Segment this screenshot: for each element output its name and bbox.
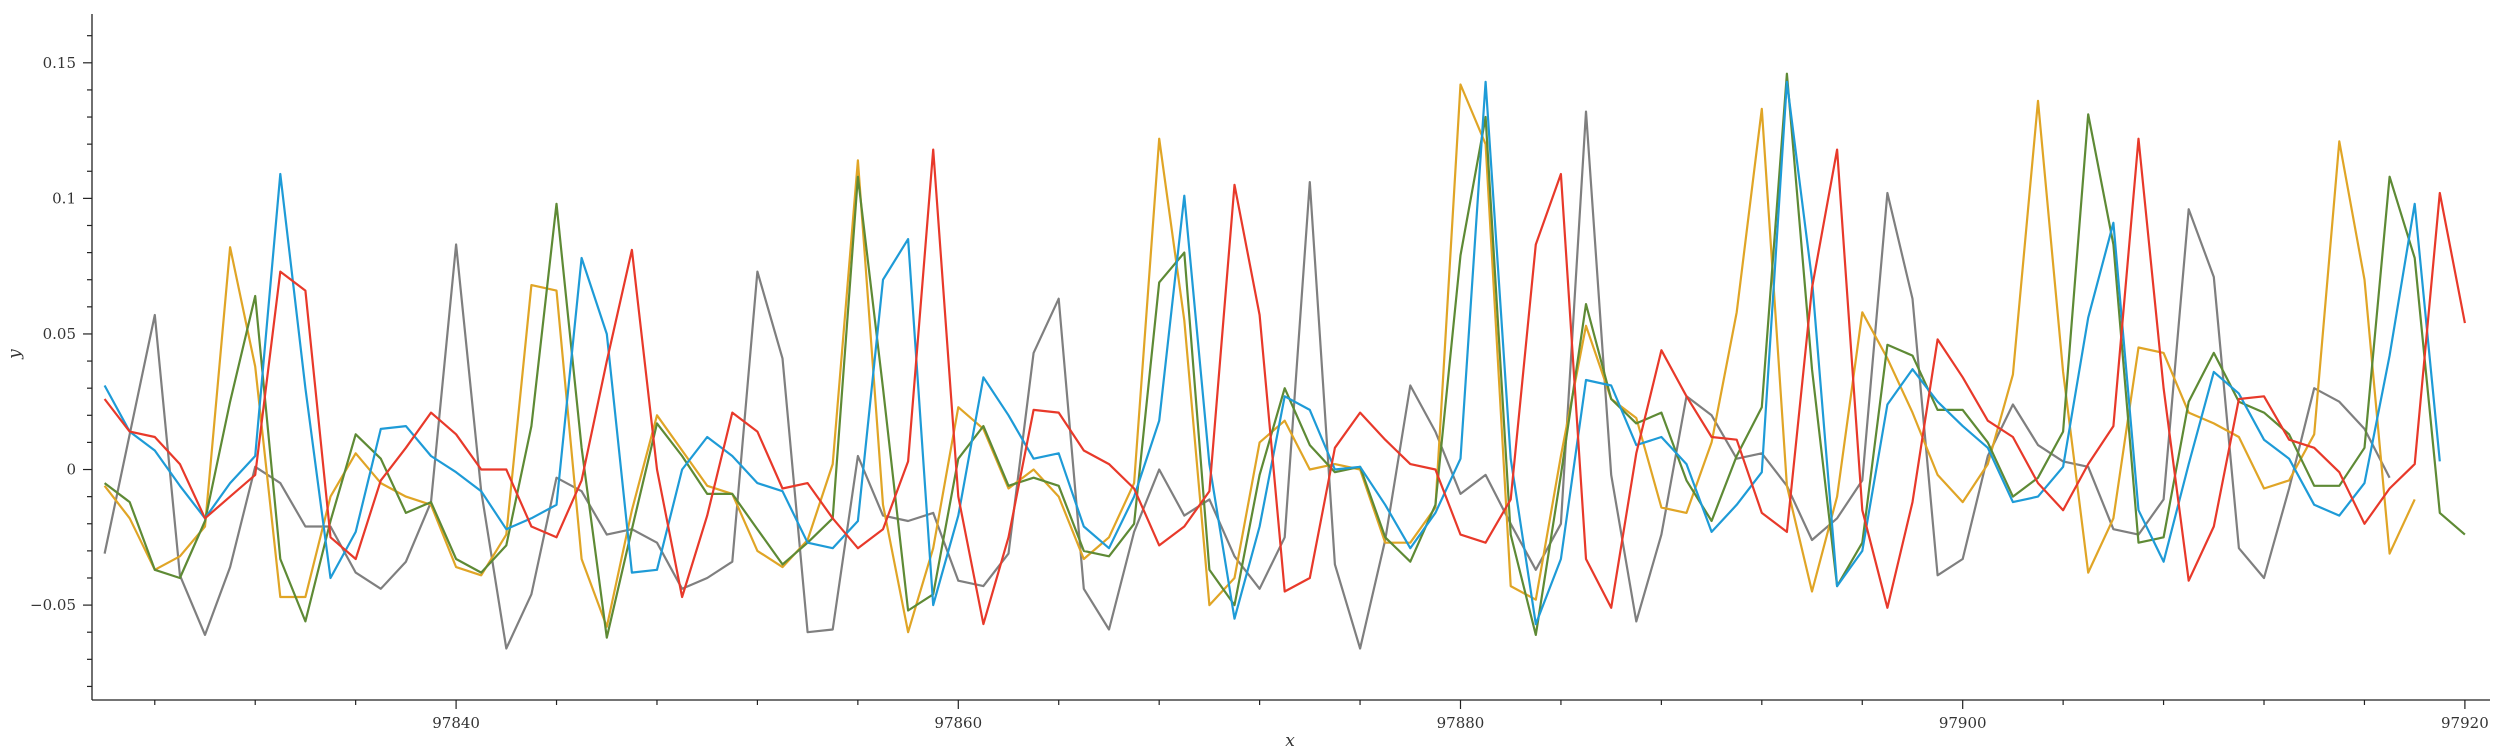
y-axis-label: y [5, 349, 25, 360]
x-tick-label: 97860 [934, 714, 982, 732]
y-tick-label: −0.05 [30, 596, 76, 614]
y-tick-label: 0 [66, 461, 76, 479]
series-group [103, 72, 2466, 650]
x-axis-label: x [1285, 731, 1295, 750]
series-line [103, 80, 2441, 626]
x-tick-label: 97920 [2441, 714, 2489, 732]
x-ticks: 97840 97860 97880 97900 97920 [154, 700, 2489, 732]
y-ticks: −0.05 0 0.05 0.1 0.15 [30, 35, 92, 688]
x-tick-label: 97880 [1437, 714, 1485, 732]
y-tick-label: 0.1 [52, 189, 76, 207]
x-tick-label: 97900 [1939, 714, 1987, 732]
x-tick-label: 97840 [432, 714, 480, 732]
series-line [103, 137, 2466, 626]
y-tick-label: 0.05 [43, 325, 76, 343]
series-line [103, 72, 2466, 639]
series-line [103, 83, 2416, 634]
y-tick-label: 0.15 [43, 54, 76, 72]
